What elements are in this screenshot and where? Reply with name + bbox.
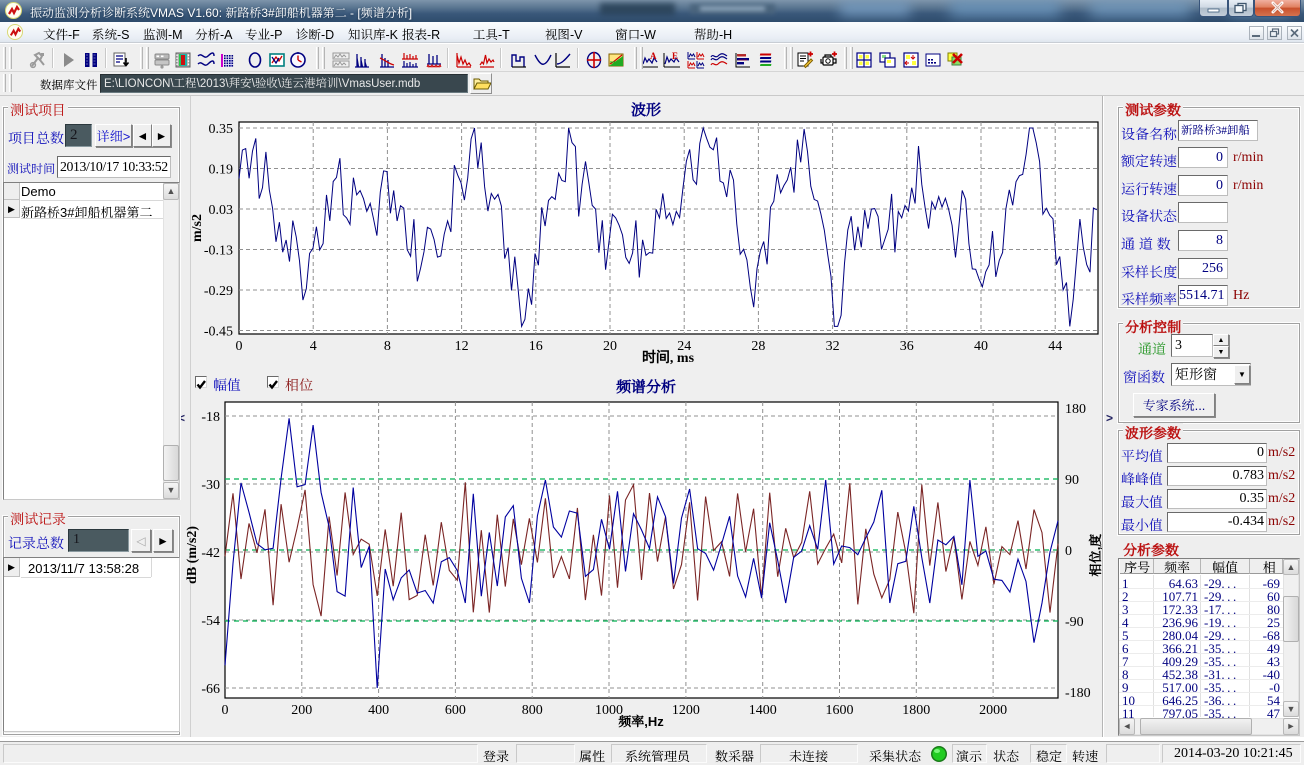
- svg-text:0: 0: [1065, 544, 1072, 559]
- svg-text:180: 180: [1065, 402, 1086, 417]
- svg-text:E: E: [672, 51, 678, 61]
- svg-text:400: 400: [368, 703, 389, 718]
- svg-text:36: 36: [900, 339, 914, 354]
- svg-text:0.19: 0.19: [209, 163, 234, 178]
- svg-text:20: 20: [603, 339, 617, 354]
- svg-text:dB (m/s2): dB (m/s2): [185, 526, 200, 584]
- svg-text:-42: -42: [201, 546, 220, 561]
- svg-text:0: 0: [236, 339, 243, 354]
- svg-text:-54: -54: [201, 614, 220, 629]
- svg-text:40: 40: [974, 339, 988, 354]
- svg-text:m/s2: m/s2: [190, 214, 205, 242]
- svg-text:8: 8: [384, 339, 391, 354]
- svg-text:-0.13: -0.13: [204, 244, 233, 259]
- svg-text:-0.29: -0.29: [204, 284, 233, 299]
- svg-text:24: 24: [677, 339, 691, 354]
- svg-text:0.03: 0.03: [209, 203, 234, 218]
- svg-text:时间, ms: 时间, ms: [642, 349, 695, 366]
- svg-text:-66: -66: [201, 682, 220, 697]
- svg-text:28: 28: [751, 339, 765, 354]
- svg-text:12: 12: [455, 339, 469, 354]
- svg-text:0.35: 0.35: [209, 122, 234, 137]
- svg-text:16: 16: [529, 339, 543, 354]
- svg-text:1400: 1400: [749, 703, 777, 718]
- svg-text:A: A: [650, 51, 657, 61]
- svg-text:1600: 1600: [826, 703, 854, 718]
- svg-text:800: 800: [522, 703, 543, 718]
- svg-text:32: 32: [826, 339, 840, 354]
- svg-text:4: 4: [310, 339, 317, 354]
- svg-text:0: 0: [222, 703, 229, 718]
- svg-text:44: 44: [1048, 339, 1062, 354]
- svg-text:-30: -30: [201, 478, 220, 493]
- svg-text:频率,Hz: 频率,Hz: [618, 711, 664, 730]
- svg-text:相位,度: 相位,度: [1085, 534, 1104, 577]
- svg-text:200: 200: [291, 703, 312, 718]
- svg-text:1000: 1000: [595, 703, 623, 718]
- svg-text:1200: 1200: [672, 703, 700, 718]
- svg-text:600: 600: [445, 703, 466, 718]
- svg-text:90: 90: [1065, 473, 1079, 488]
- svg-text:-180: -180: [1065, 686, 1091, 701]
- svg-text:-0.45: -0.45: [204, 325, 233, 340]
- svg-text:-90: -90: [1065, 615, 1084, 630]
- svg-text:1800: 1800: [902, 703, 930, 718]
- svg-text:2000: 2000: [979, 703, 1007, 718]
- svg-text:-18: -18: [201, 410, 220, 425]
